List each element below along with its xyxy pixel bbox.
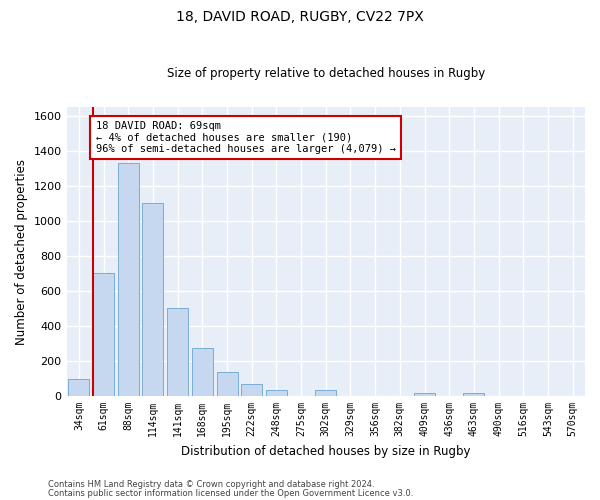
Bar — [68, 378, 89, 396]
Bar — [192, 348, 213, 396]
X-axis label: Distribution of detached houses by size in Rugby: Distribution of detached houses by size … — [181, 444, 470, 458]
Bar — [463, 392, 484, 396]
Bar — [93, 274, 114, 396]
Bar — [217, 372, 238, 396]
Bar — [118, 163, 139, 396]
Bar — [266, 390, 287, 396]
Text: 18, DAVID ROAD, RUGBY, CV22 7PX: 18, DAVID ROAD, RUGBY, CV22 7PX — [176, 10, 424, 24]
Bar — [315, 390, 336, 396]
Text: Contains HM Land Registry data © Crown copyright and database right 2024.: Contains HM Land Registry data © Crown c… — [48, 480, 374, 489]
Bar — [167, 308, 188, 396]
Bar — [241, 384, 262, 396]
Text: 18 DAVID ROAD: 69sqm
← 4% of detached houses are smaller (190)
96% of semi-detac: 18 DAVID ROAD: 69sqm ← 4% of detached ho… — [95, 121, 395, 154]
Text: Contains public sector information licensed under the Open Government Licence v3: Contains public sector information licen… — [48, 489, 413, 498]
Bar — [414, 394, 435, 396]
Y-axis label: Number of detached properties: Number of detached properties — [15, 158, 28, 344]
Bar — [142, 204, 163, 396]
Title: Size of property relative to detached houses in Rugby: Size of property relative to detached ho… — [167, 66, 485, 80]
